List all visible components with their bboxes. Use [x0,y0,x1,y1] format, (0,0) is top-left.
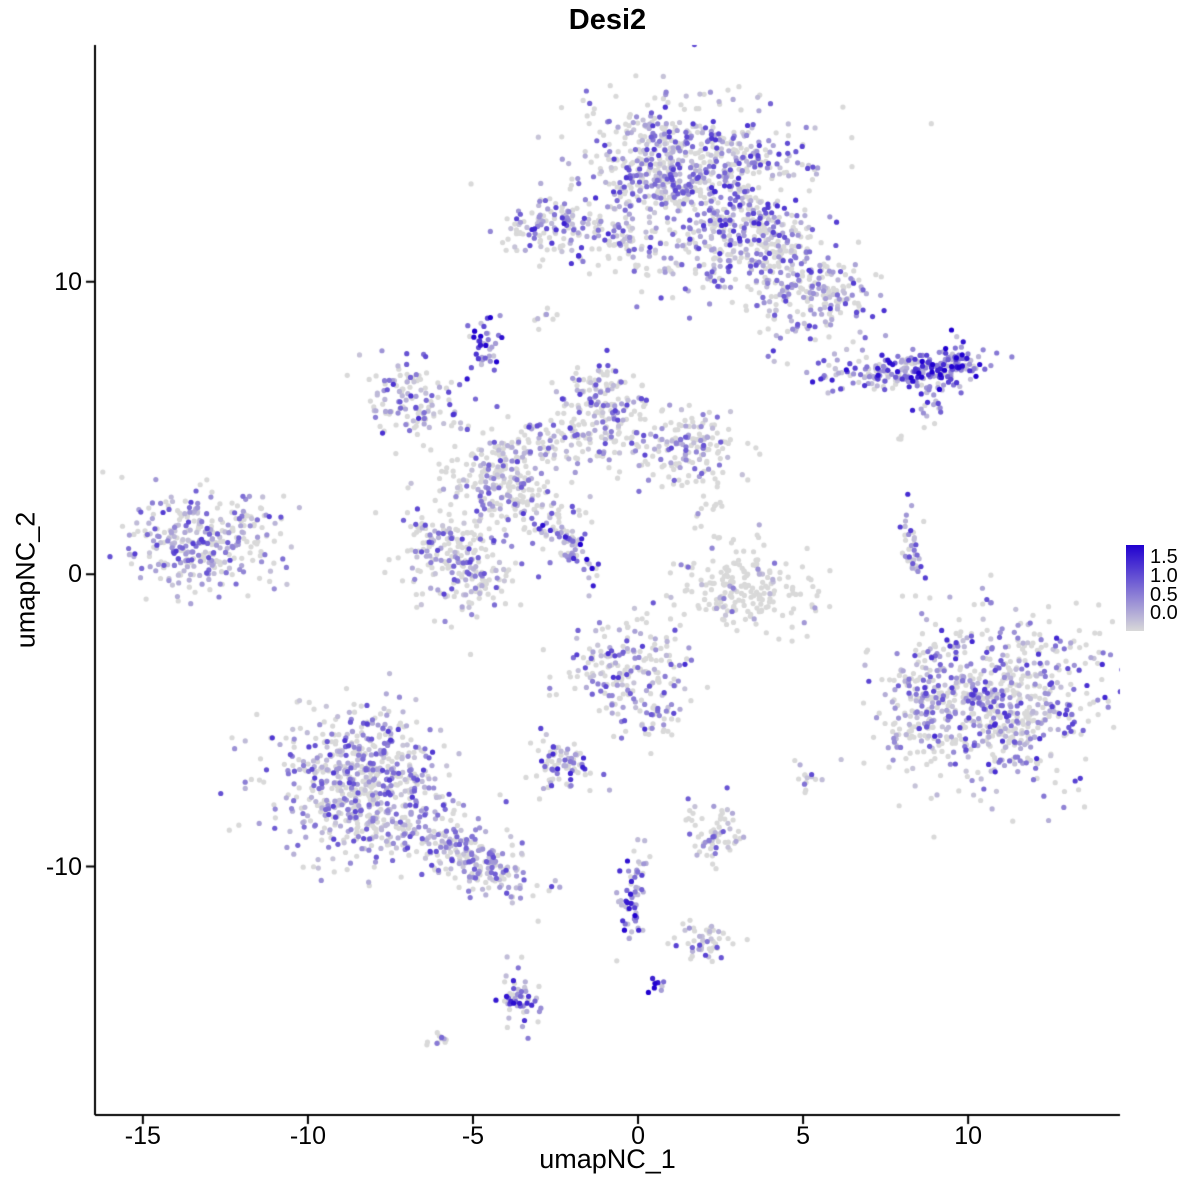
legend-tick-label: 0.0 [1150,602,1178,625]
legend-tick-label: 1.5 [1150,546,1178,568]
plot-title: Desi2 [568,4,647,36]
x-tick-label: 0 [631,1122,645,1150]
color-legend: 1.5 1.0 0.5 0.0 [1126,545,1200,645]
y-tick-label: -10 [45,852,82,881]
y-tick-label: 0 [68,560,82,589]
legend-gradient-bar [1126,545,1144,631]
x-tick-label: 10 [954,1122,983,1150]
y-tick-label: 10 [54,267,82,296]
x-axis-label: umapNC_1 [539,1144,676,1174]
x-tick-label: -15 [124,1122,161,1150]
x-tick-label: -5 [461,1122,485,1150]
x-tick-label: -10 [289,1122,326,1150]
legend-tick-label: 0.5 [1150,583,1178,606]
x-tick-label: 5 [796,1122,811,1150]
legend-tick-label: 1.0 [1150,564,1178,587]
